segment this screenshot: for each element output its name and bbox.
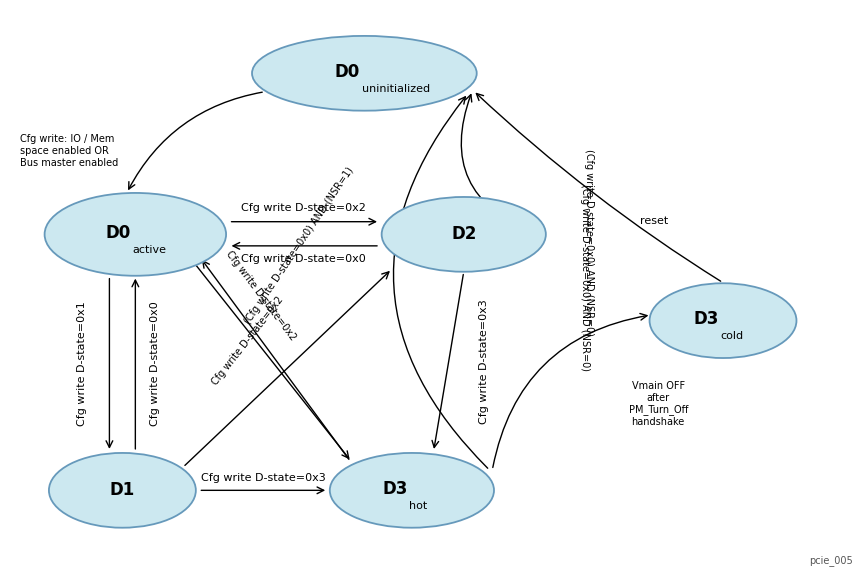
Text: D1: D1 xyxy=(110,481,135,499)
Text: pcie_005: pcie_005 xyxy=(809,555,852,566)
Text: cold: cold xyxy=(720,331,744,341)
Text: Cfg write D-state=0x0: Cfg write D-state=0x0 xyxy=(242,254,366,265)
Text: reset: reset xyxy=(640,216,668,226)
Text: Cfg write D-state=0x3: Cfg write D-state=0x3 xyxy=(479,299,489,424)
Ellipse shape xyxy=(252,36,477,110)
Text: Vmain OFF
after
PM_Turn_Off
handshake: Vmain OFF after PM_Turn_Off handshake xyxy=(629,381,688,427)
Text: hot: hot xyxy=(409,501,427,511)
Text: active: active xyxy=(133,244,166,255)
Ellipse shape xyxy=(381,197,546,272)
Text: D3: D3 xyxy=(382,480,407,498)
Text: uninitialized: uninitialized xyxy=(362,84,430,94)
Text: D2: D2 xyxy=(451,225,477,243)
Text: D0: D0 xyxy=(335,62,360,80)
Ellipse shape xyxy=(44,193,226,276)
Text: Cfg write: IO / Mem
space enabled OR
Bus master enabled: Cfg write: IO / Mem space enabled OR Bus… xyxy=(21,134,119,168)
Text: Cfg write D-state=0x3: Cfg write D-state=0x3 xyxy=(201,473,326,483)
Text: D0: D0 xyxy=(106,224,131,242)
Text: Cfg write D-state=0x2: Cfg write D-state=0x2 xyxy=(241,203,366,213)
Text: Cfg write D-state=0x1: Cfg write D-state=0x1 xyxy=(77,301,87,426)
Text: Cfg write D-state=0x0: Cfg write D-state=0x0 xyxy=(150,301,160,426)
Text: (Cfg write D-state=0x0) AND (NSR=0): (Cfg write D-state=0x0) AND (NSR=0) xyxy=(580,184,590,371)
Text: Cfg write D-state=0x2: Cfg write D-state=0x2 xyxy=(225,249,298,342)
Text: (Cfg write D-state=0x0) AND (NSR=0): (Cfg write D-state=0x0) AND (NSR=0) xyxy=(584,150,594,336)
Ellipse shape xyxy=(329,453,494,528)
Text: D3: D3 xyxy=(694,310,719,328)
Ellipse shape xyxy=(49,453,196,528)
Ellipse shape xyxy=(649,283,797,358)
Text: Cfg write D-state=0x2: Cfg write D-state=0x2 xyxy=(210,294,285,387)
Text: (Cfg write D-state=0x0) AND (NSR=1): (Cfg write D-state=0x0) AND (NSR=1) xyxy=(243,166,356,327)
